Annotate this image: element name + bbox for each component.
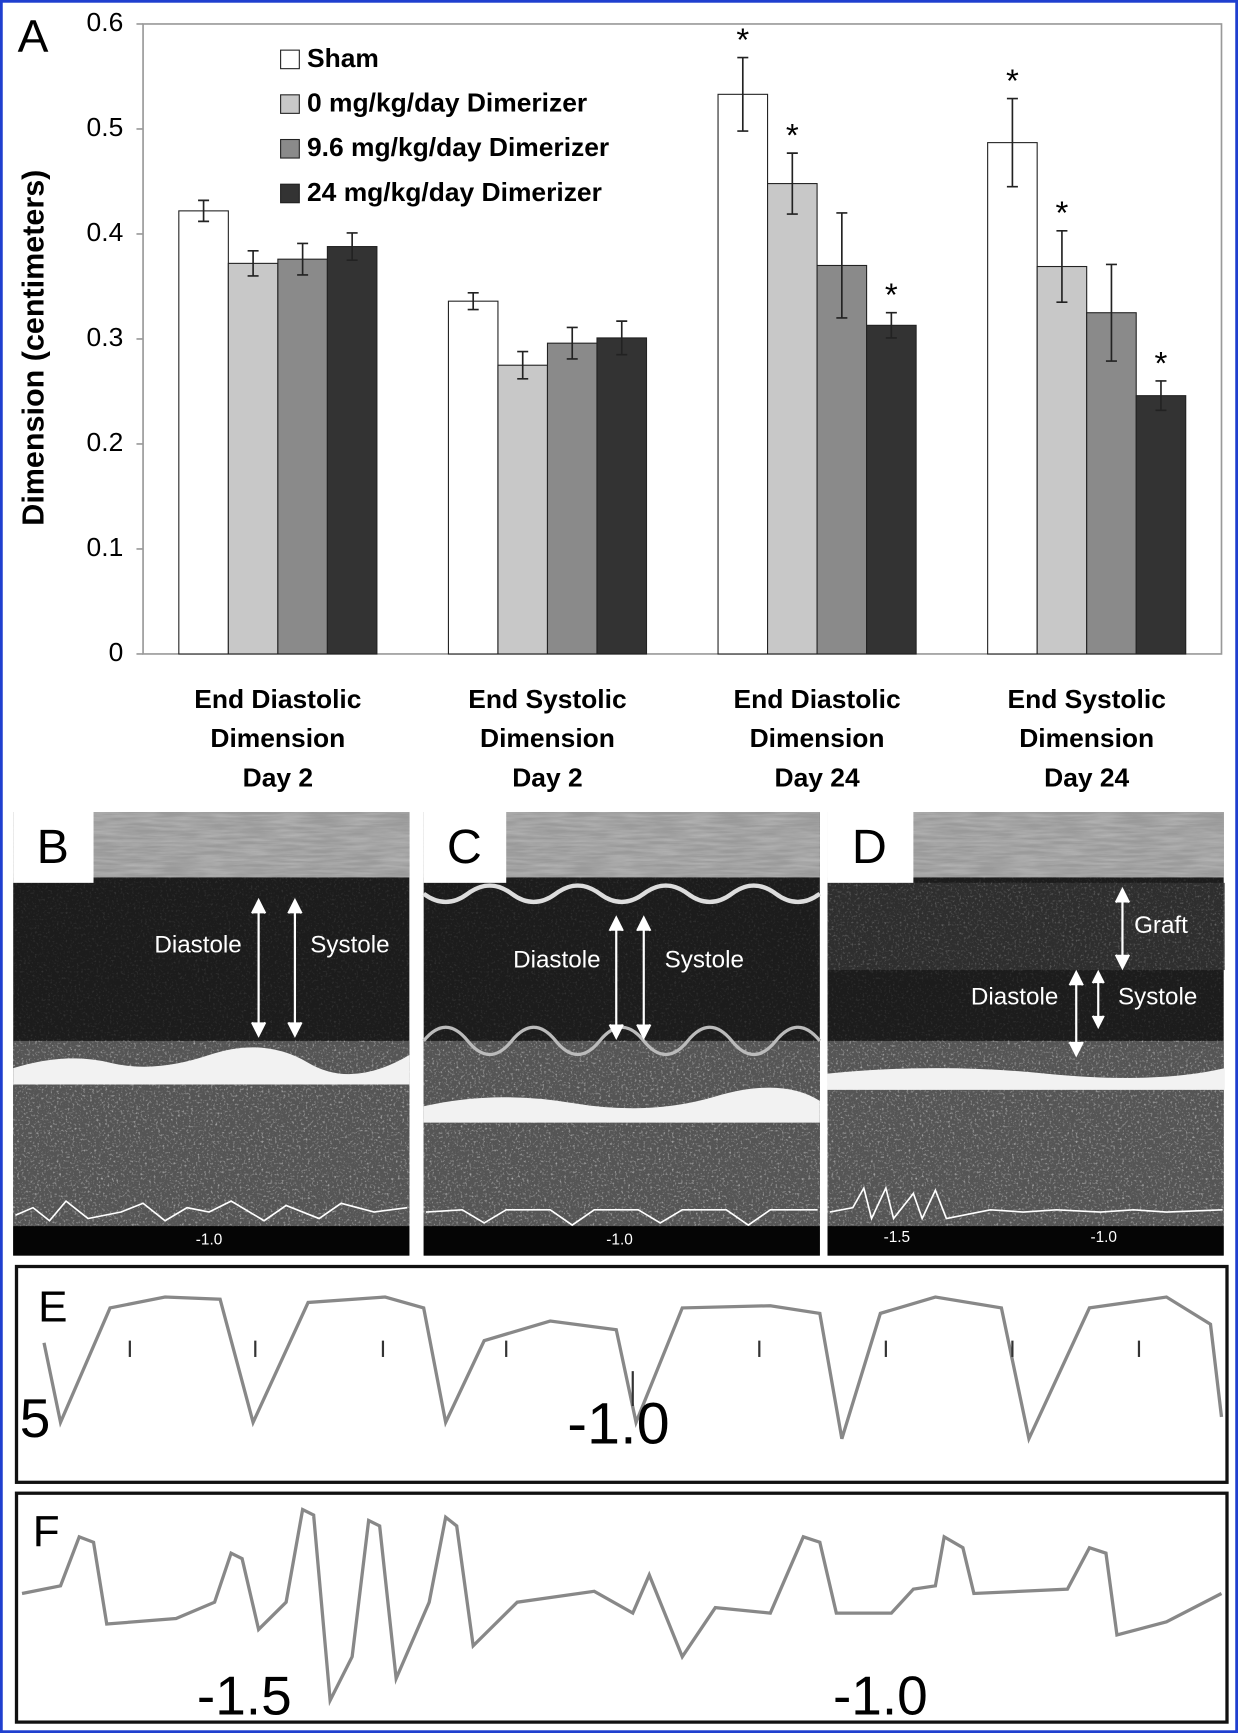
panel-label: B [37, 820, 69, 874]
error-bar [198, 199, 210, 223]
annotation: Diastole [971, 984, 1058, 1011]
legend-label: 24 mg/kg/day Dimerizer [307, 177, 602, 207]
bar [1086, 312, 1137, 655]
y-tick-label: 0.4 [87, 217, 124, 247]
error-bar [836, 212, 848, 319]
axis-label: -1.0 [606, 1231, 633, 1248]
error-bar [616, 320, 628, 356]
annotation: Diastole [513, 947, 600, 974]
legend-swatch [280, 49, 300, 70]
significance-marker: * [1055, 194, 1068, 231]
panel-label: D [852, 820, 887, 874]
axis-label: -1.0 [196, 1231, 223, 1248]
error-bar [1006, 97, 1018, 188]
annotation: Diastole [154, 931, 241, 958]
bar [497, 364, 549, 655]
error-bar [786, 152, 798, 215]
x-tick-label: End Diastolic Dimension Day 2 [194, 684, 361, 792]
error-bar [247, 249, 259, 277]
bar [987, 142, 1038, 655]
significance-marker: * [1155, 344, 1168, 381]
bar [546, 342, 598, 655]
annotation: Systole [665, 947, 744, 974]
bar [178, 210, 229, 655]
error-bar [346, 232, 358, 262]
axis-label: -1.0 [567, 1390, 669, 1457]
y-tick-label: 0 [109, 637, 124, 667]
axis-label: -1.5 [197, 1665, 292, 1727]
y-tick-label: 0.5 [87, 112, 124, 142]
significance-marker: * [736, 21, 749, 58]
echo-panel-b: B Diastole Systole -1.0 [13, 812, 410, 1256]
bar [1135, 395, 1187, 655]
error-bar [297, 242, 309, 276]
x-tick-label: End Systolic Dimension Day 24 [1007, 684, 1165, 792]
panel-label: E [38, 1283, 67, 1332]
y-tick-label: 0.1 [87, 532, 124, 562]
annotation: Systole [1118, 984, 1197, 1011]
error-bar [1155, 380, 1167, 412]
annotation: Systole [310, 931, 389, 958]
x-tick-label: End Systolic Dimension Day 2 [468, 684, 626, 792]
annotation: Graft [1134, 912, 1188, 939]
echo-panel-c: C Diastole Systole -1.0 [422, 812, 822, 1256]
legend-label: Sham [307, 43, 379, 73]
legend-swatch [280, 94, 300, 114]
y-tick-label: 0.2 [87, 427, 124, 457]
legend-label: 0 mg/kg/day Dimerizer [307, 88, 587, 118]
bar [816, 264, 868, 655]
error-bar [467, 291, 479, 311]
bar [1036, 265, 1088, 655]
bar [227, 262, 279, 655]
panel-label: C [447, 820, 482, 874]
bar [326, 246, 378, 655]
legend-label: 9.6 mg/kg/day Dimerizer [307, 132, 609, 162]
bar [447, 300, 499, 655]
error-bar [566, 326, 578, 360]
legend-swatch [280, 138, 300, 159]
y-tick-label: 0.3 [87, 322, 124, 352]
y-axis-title: Dimension (centimeters) [16, 170, 50, 526]
axis-label: -1.0 [833, 1665, 928, 1727]
legend-swatch [280, 183, 300, 204]
axis-label: 5 [20, 1387, 51, 1449]
bar-chart: 0 0.1 0.2 0.3 0.4 0.5 0.6 Dimension (centimeter… [16, 7, 1223, 792]
y-tick-label: 0.6 [87, 7, 124, 37]
trace-panel-e: E 5 -1.0 [14, 1264, 1229, 1484]
panel-label: A [18, 10, 49, 62]
error-bar [1105, 263, 1117, 362]
error-bar [517, 350, 529, 380]
x-tick-label: End Diastolic Dimension Day 24 [733, 684, 900, 792]
significance-marker: * [1006, 62, 1019, 99]
significance-marker: * [885, 276, 898, 313]
error-bar [885, 311, 897, 339]
error-bar [737, 56, 749, 132]
bar [717, 93, 769, 655]
panel-label: F [33, 1507, 60, 1556]
error-bar [1056, 230, 1068, 304]
bar [866, 324, 917, 655]
bar [767, 183, 818, 655]
bar [596, 337, 648, 655]
trace-panel-f: F -1.5 -1.0 [14, 1491, 1229, 1727]
axis-label: -1.0 [1090, 1229, 1117, 1246]
significance-marker: * [786, 117, 799, 154]
bar [277, 258, 328, 655]
echo-panel-d: D Graft Diastole Systole -1.5 -1.0 [827, 812, 1225, 1256]
axis-label: -1.5 [884, 1229, 911, 1246]
